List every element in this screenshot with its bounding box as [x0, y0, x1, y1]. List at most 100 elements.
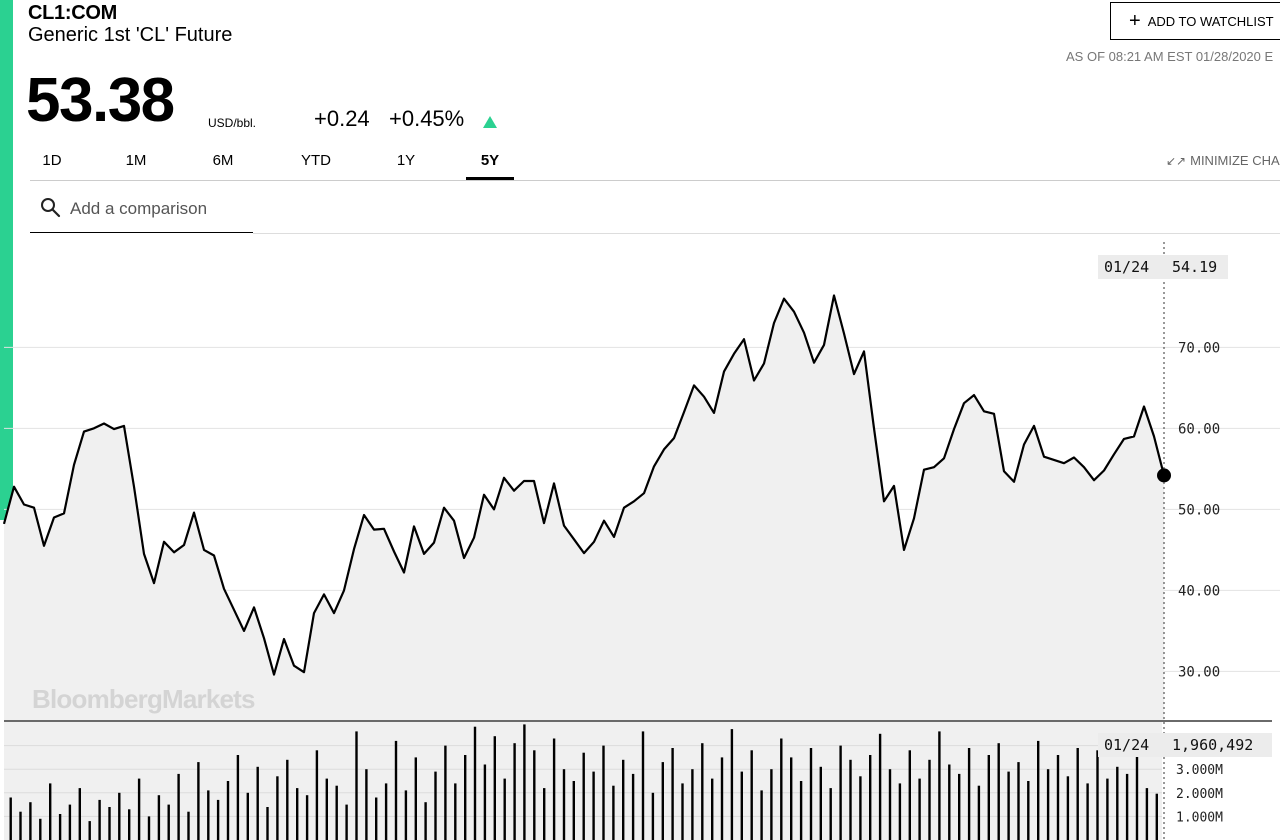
volume-bar	[68, 804, 72, 840]
volume-bar	[58, 814, 62, 840]
volume-bar	[513, 743, 516, 840]
volume-bar	[878, 733, 882, 840]
volume-bar	[592, 771, 595, 840]
volume-bar	[207, 790, 210, 840]
volume-bar	[1096, 750, 1099, 840]
search-input[interactable]	[70, 198, 250, 220]
volume-bar	[1155, 793, 1158, 840]
volume-bar	[226, 781, 230, 840]
volume-bar	[375, 797, 378, 840]
volume-bar	[740, 771, 743, 840]
volume-bar	[543, 788, 546, 840]
volume-bar	[523, 724, 526, 840]
volume-bar	[305, 795, 309, 840]
volume-bar	[276, 776, 279, 840]
volume-bar	[780, 738, 783, 840]
volume-bar	[325, 778, 328, 840]
volume-bar	[266, 807, 269, 840]
search-icon	[41, 198, 61, 218]
volume-bar	[49, 783, 52, 840]
price-hover-value: 54.19	[1172, 258, 1217, 276]
volume-bar	[1027, 781, 1030, 840]
volume-bar	[335, 785, 338, 840]
minimize-chart-label: MINIMIZE CHA	[1190, 153, 1280, 168]
volume-bar	[355, 731, 358, 840]
last-point-marker	[1157, 468, 1171, 483]
price-axis-label: 30.00	[1178, 664, 1220, 680]
add-to-watchlist-label: ADD TO WATCHLIST	[1147, 13, 1274, 29]
volume-bar	[770, 769, 773, 840]
volume-bar	[315, 750, 319, 840]
volume-axis-label: 2.000M	[1176, 787, 1223, 802]
bloomberg-watermark: BloombergMarkets	[32, 684, 255, 714]
add-to-watchlist-button[interactable]: + ADD TO WATCHLIST	[1110, 2, 1280, 40]
volume-bar	[612, 785, 615, 840]
minimize-chart-button[interactable]: ↙↗ MINIMIZE CHA	[1166, 153, 1280, 168]
volume-bar	[1116, 766, 1119, 840]
volume-bar	[1135, 736, 1139, 840]
volume-bar	[78, 788, 81, 840]
tab-1m[interactable]: 1M	[125, 152, 147, 169]
volume-bar	[147, 816, 151, 840]
volume-bar	[98, 799, 101, 840]
ticker-symbol: CL1:COM	[28, 2, 118, 24]
volume-bar	[582, 752, 585, 840]
volume-bar	[1076, 748, 1079, 840]
volume-bar	[711, 778, 714, 840]
volume-bar	[809, 748, 813, 840]
volume-bar	[464, 755, 467, 840]
volume-bar	[602, 745, 605, 840]
volume-bar	[730, 729, 734, 840]
volume-bar	[108, 807, 111, 840]
volume-bar	[236, 755, 240, 840]
volume-bar	[216, 799, 220, 840]
volume-bar	[296, 788, 299, 840]
volume-bar	[345, 804, 348, 840]
volume-bar	[849, 759, 852, 840]
tab-6m[interactable]: 6M	[212, 152, 234, 169]
price-chart[interactable]: 70.00 60.00 50.00 40.00 30.00 BloombergMarke…	[0, 236, 1280, 840]
volume-bars	[9, 724, 1158, 840]
volume-bar	[750, 750, 753, 840]
volume-bar	[572, 781, 575, 840]
volume-bar	[444, 745, 447, 840]
volume-bar	[1056, 755, 1060, 840]
tab-1d[interactable]: 1D	[42, 152, 62, 169]
volume-bar	[819, 766, 822, 840]
volume-axis-label: 1.000M	[1176, 810, 1223, 825]
volume-bar	[1106, 778, 1109, 840]
tab-ytd[interactable]: YTD	[301, 152, 331, 169]
volume-hover-value: 1,960,492	[1172, 736, 1253, 754]
minimize-arrows-icon: ↙↗	[1166, 154, 1187, 168]
price-area	[4, 295, 1164, 720]
volume-bar	[898, 783, 902, 840]
volume-bar	[948, 764, 951, 840]
volume-bar	[19, 811, 22, 840]
volume-bar	[414, 757, 417, 840]
volume-bar	[384, 783, 388, 840]
volume-hover-box	[1098, 733, 1272, 757]
tab-1y[interactable]: 1Y	[396, 152, 416, 169]
security-name: Generic 1st 'CL' Future	[28, 24, 233, 46]
volume-bar	[958, 773, 961, 840]
volume-bar	[839, 745, 842, 840]
volume-bar	[473, 726, 477, 840]
price-hover-box	[1098, 255, 1228, 279]
comparison-search[interactable]	[30, 192, 253, 233]
volume-hover-label: 01/24 1,960,492	[1098, 733, 1272, 757]
volume-bar	[701, 743, 704, 840]
volume-bar	[157, 795, 161, 840]
volume-bar	[424, 802, 427, 840]
volume-bar	[503, 778, 506, 840]
tab-5y[interactable]: 5Y	[466, 148, 514, 180]
volume-bar	[1066, 776, 1070, 840]
volume-bar	[88, 821, 91, 840]
volume-bar	[29, 802, 32, 840]
volume-bar	[977, 785, 981, 840]
volume-bar	[829, 788, 832, 840]
search-divider	[253, 233, 1280, 234]
tabs-divider	[30, 180, 1280, 181]
volume-bar	[1046, 769, 1050, 840]
volume-bar	[1086, 783, 1089, 840]
